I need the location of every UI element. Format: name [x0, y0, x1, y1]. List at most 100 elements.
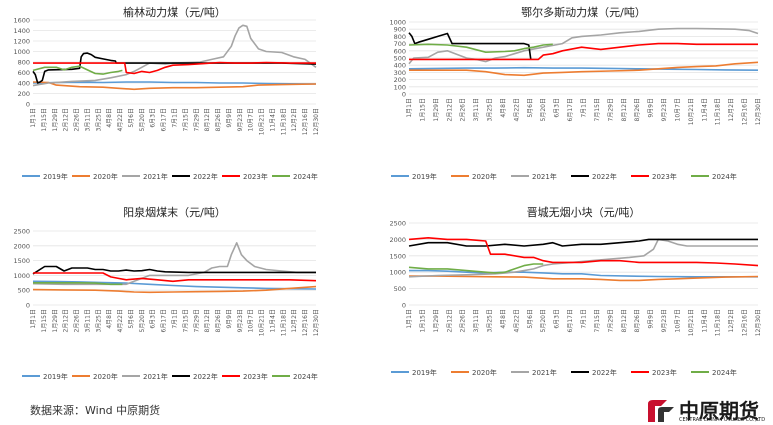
x-tick-label: 8月26日 [215, 108, 222, 131]
x-tick-label: 5月20日 [139, 309, 146, 332]
y-tick-label: 1200 [13, 38, 30, 46]
x-tick-label: 4月8日 [500, 309, 507, 329]
x-tick-label: 9月9日 [226, 309, 233, 329]
chart-svg: 鄂尔多斯动力煤（元/吨） 0100200300400500600700800900… [389, 5, 762, 181]
series-line [32, 65, 123, 75]
x-tick-label: 2月26日 [460, 309, 467, 332]
series-line [408, 236, 759, 267]
logo-mark-icon [648, 400, 674, 422]
legend-label: 2019年 [43, 172, 68, 181]
x-tick-label: 1月15日 [419, 98, 426, 121]
y-tick-label: 600 [394, 47, 406, 55]
x-tick-label: 12月30日 [755, 98, 762, 125]
y-tick-label: 1600 [13, 17, 30, 25]
x-tick-label: 2月12日 [446, 98, 453, 121]
x-tick-label: 2月26日 [74, 309, 81, 332]
x-tick-label: 1月1日 [30, 108, 37, 128]
series-line [408, 43, 553, 54]
y-tick-label: 1500 [389, 252, 406, 260]
chart-jincheng: 晋城无烟小块（元/吨） 0 500 1000 1500 2000 2500 1月1日 1月15日… [373, 200, 773, 392]
x-tick-label: 3月25日 [95, 309, 102, 332]
legend-label: 2024年 [712, 172, 737, 181]
y-tick-label: 500 [394, 285, 406, 293]
x-tick-label: 9月9日 [648, 98, 655, 118]
legend-label: 2022年 [592, 172, 617, 181]
x-tick-label: 6月3日 [150, 108, 157, 128]
legend-label: 2023年 [652, 368, 677, 377]
y-tick-label: 0 [26, 302, 30, 310]
x-tick-label: 10月21日 [259, 309, 266, 336]
legend-label: 2020年 [93, 172, 118, 181]
legend-label: 2024年 [293, 372, 318, 381]
series-line [32, 24, 317, 87]
x-tick-label: 9月23日 [237, 108, 244, 131]
y-tick-label: 2000 [13, 242, 30, 250]
x-tick-label: 11月4日 [269, 108, 276, 131]
series-line [409, 61, 759, 77]
y-tick-label: 2500 [389, 220, 406, 228]
x-tick-label: 12月16日 [742, 309, 749, 336]
x-tick-label: 4月22日 [513, 98, 520, 121]
series-line [33, 282, 123, 286]
y-tick-label: 700 [394, 40, 406, 48]
series-line [33, 272, 317, 283]
x-tick-label: 7月1日 [581, 98, 588, 118]
chart-title: 榆林动力煤（元/吨） [123, 5, 226, 19]
x-tick-label: 3月25日 [487, 309, 494, 332]
x-tick-label: 5月20日 [540, 98, 547, 121]
x-tick-label: 5月6日 [128, 309, 135, 329]
x-tick-label: 1月15日 [419, 309, 426, 332]
x-tick-label: 10月7日 [248, 108, 255, 131]
y-tick-label: 100 [394, 83, 406, 91]
legend-label: 2023年 [652, 172, 677, 181]
x-tick-label: 1月29日 [433, 98, 440, 121]
logo-text-en: CENTRAL CHINA FUTURES CO.,LTD [679, 417, 766, 423]
x-tick-label: 8月12日 [204, 108, 211, 131]
x-tick-label: 2月26日 [460, 98, 467, 121]
x-tick-label: 5月6日 [128, 108, 135, 128]
x-tick-label: 10月7日 [674, 309, 681, 332]
legend-label: 2019年 [412, 172, 437, 181]
y-tick-label: 2500 [13, 228, 30, 236]
chart-svg: 晋城无烟小块（元/吨） 0 500 1000 1500 2000 2500 1月1日 1月15日… [389, 205, 762, 377]
legend-label: 2019年 [43, 372, 68, 381]
y-tick-label: 200 [394, 76, 406, 84]
series-line [33, 61, 316, 75]
y-tick-label: 300 [394, 69, 406, 77]
y-tick-label: 800 [18, 59, 30, 67]
y-tick-label: 1000 [13, 272, 30, 280]
x-tick-label: 8月12日 [621, 98, 628, 121]
series-line [408, 66, 759, 71]
x-tick-label: 5月6日 [527, 98, 534, 118]
legend-label: 2021年 [143, 372, 168, 381]
x-tick-label: 12月30日 [313, 108, 320, 135]
legend-label: 2019年 [412, 368, 437, 377]
x-tick-label: 2月12日 [446, 309, 453, 332]
x-tick-label: 7月15日 [182, 108, 189, 131]
series-line [32, 52, 317, 84]
x-tick-label: 7月29日 [193, 108, 200, 131]
series-line [408, 238, 758, 278]
x-tick-label: 7月1日 [581, 309, 588, 329]
y-tick-label: 500 [18, 287, 30, 295]
chart-title: 鄂尔多斯动力煤（元/吨） [521, 5, 646, 19]
y-tick-label: 2000 [389, 236, 406, 244]
chart-ordos: 鄂尔多斯动力煤（元/吨） 0 100 200 300 400 500 600 700 800 900… [373, 0, 773, 190]
x-tick-label: 11月4日 [701, 98, 708, 121]
x-tick-label: 1月29日 [52, 309, 59, 332]
series-line [409, 269, 758, 278]
x-tick-label: 7月29日 [193, 309, 200, 332]
x-tick-label: 8月26日 [634, 98, 641, 121]
x-tick-label: 10月21日 [259, 108, 266, 135]
x-tick-label: 2月26日 [74, 108, 81, 131]
series-line [32, 265, 316, 275]
series-line [32, 81, 317, 91]
x-tick-label: 6月17日 [567, 98, 574, 121]
y-tick-label: 1000 [389, 19, 406, 27]
y-tick-label: 900 [394, 26, 406, 34]
legend-label: 2021年 [143, 172, 168, 181]
source-note: 数据来源：Wind 中原期货 [30, 404, 161, 417]
x-tick-label: 9月9日 [648, 309, 655, 329]
x-tick-label: 4月22日 [117, 108, 124, 131]
series-line [408, 263, 544, 274]
